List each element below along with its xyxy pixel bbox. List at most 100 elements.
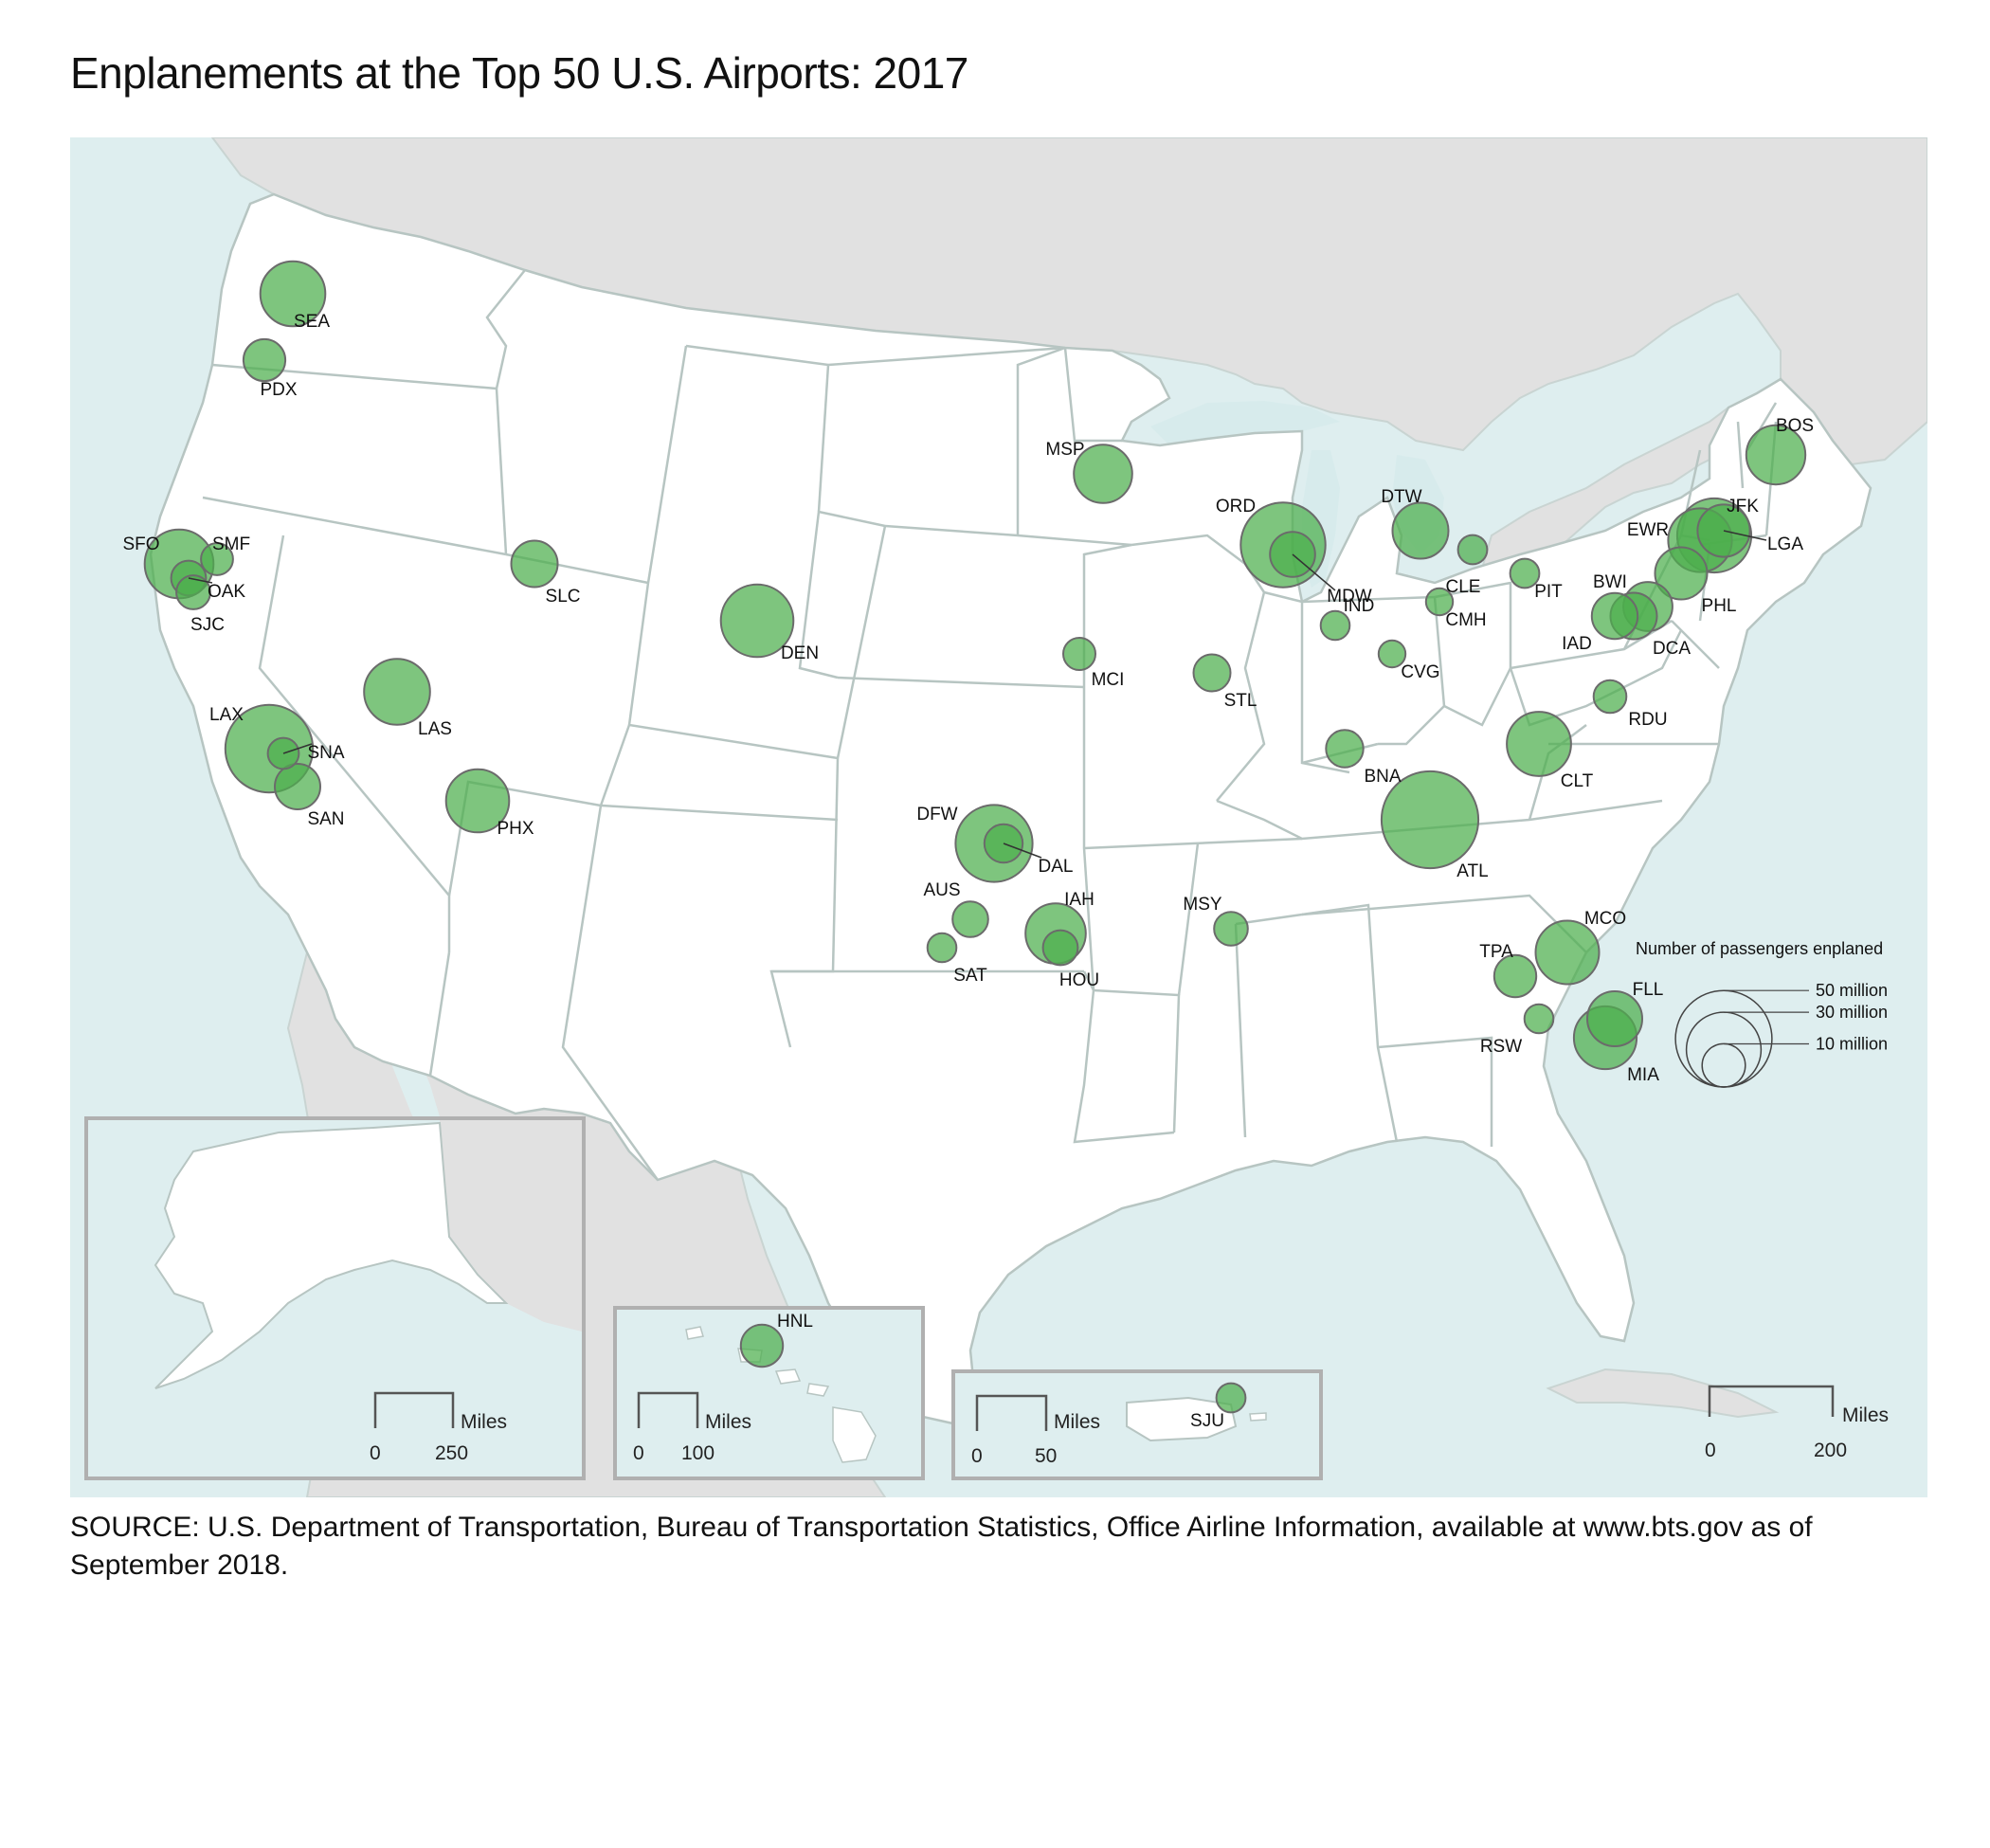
airport-bubble-cle[interactable] xyxy=(1456,534,1489,566)
legend-title: Number of passengers enplaned xyxy=(1636,939,1883,958)
legend-label-30: 30 million xyxy=(1816,1003,1888,1022)
airport-bubble-slc[interactable] xyxy=(510,539,559,589)
airport-bubble-sat[interactable] xyxy=(926,932,958,964)
airport-label-smf: SMF xyxy=(212,534,250,554)
airport-bubble-den[interactable] xyxy=(719,583,795,659)
scale-alaska-tick-1: 250 xyxy=(435,1442,468,1464)
airport-label-phx: PHX xyxy=(497,819,534,839)
airport-label-bna: BNA xyxy=(1364,767,1401,787)
airport-bubble-aus[interactable] xyxy=(951,900,989,938)
airport-bubble-mci[interactable] xyxy=(1062,637,1096,671)
airport-label-bwi: BWI xyxy=(1593,572,1627,592)
airport-bubble-pdx[interactable] xyxy=(242,337,287,383)
airport-label-lax: LAX xyxy=(209,705,244,725)
airport-bubble-hnl[interactable] xyxy=(739,1323,785,1368)
scale-main-unit: Miles xyxy=(1842,1404,1889,1426)
airport-bubble-pit[interactable] xyxy=(1509,557,1541,589)
airport-bubble-smf[interactable] xyxy=(200,542,234,576)
scale-bar-hawaii xyxy=(637,1391,699,1428)
airport-label-dca: DCA xyxy=(1653,639,1691,659)
airport-label-oak: OAK xyxy=(208,582,245,602)
airport-bubble-bna[interactable] xyxy=(1325,729,1365,769)
airport-label-sfo: SFO xyxy=(122,534,159,554)
airport-label-pit: PIT xyxy=(1534,582,1563,602)
airport-label-msy: MSY xyxy=(1183,895,1222,915)
airport-bubble-rdu[interactable] xyxy=(1592,679,1628,715)
airport-label-ord: ORD xyxy=(1216,497,1256,516)
airport-label-sna: SNA xyxy=(307,743,344,763)
legend-label-50: 50 million xyxy=(1816,981,1888,1000)
airport-label-mco: MCO xyxy=(1584,909,1626,929)
airport-bubble-las[interactable] xyxy=(363,658,431,726)
airport-bubble-atl[interactable] xyxy=(1380,770,1480,870)
source-note: SOURCE: U.S. Department of Transportatio… xyxy=(70,1512,1813,1581)
airport-label-aus: AUS xyxy=(923,880,960,900)
state-borders xyxy=(202,269,1778,1181)
airport-label-hnl: HNL xyxy=(777,1312,813,1332)
inset-puerto-rico xyxy=(951,1369,1323,1480)
airport-leader-lines xyxy=(188,530,1767,859)
airport-label-mia: MIA xyxy=(1627,1065,1659,1085)
leader-line-oak xyxy=(188,577,213,584)
airport-bubble-msp[interactable] xyxy=(1073,444,1133,504)
cuba-land xyxy=(1546,1368,1780,1419)
airport-bubble-fll[interactable] xyxy=(1586,990,1643,1047)
airport-bubble-hou[interactable] xyxy=(1041,929,1079,967)
airport-bubble-rsw[interactable] xyxy=(1523,1003,1555,1035)
leader-line-mdw xyxy=(1292,553,1336,591)
airport-bubble-sjc[interactable] xyxy=(175,574,211,610)
leader-line-lga xyxy=(1723,530,1767,541)
legend: Number of passengers enplaned 50 million… xyxy=(1636,939,1888,1088)
lake-superior xyxy=(1150,401,1340,445)
airport-label-tpa: TPA xyxy=(1479,942,1513,962)
airport-bubble-cvg[interactable] xyxy=(1377,639,1407,669)
airport-label-iad: IAD xyxy=(1562,634,1592,654)
airport-label-sat: SAT xyxy=(953,966,987,986)
legend-label-10: 10 million xyxy=(1816,1034,1888,1053)
airport-label-jfk: JFK xyxy=(1727,497,1759,516)
scale-hawaii-unit: Miles xyxy=(705,1411,751,1433)
airport-bubble-clt[interactable] xyxy=(1506,711,1572,777)
airport-label-cvg: CVG xyxy=(1401,662,1439,682)
scale-main-tick-1: 200 xyxy=(1814,1440,1847,1461)
airport-label-phl: PHL xyxy=(1702,596,1737,616)
airport-label-sea: SEA xyxy=(294,312,330,332)
scale-hawaii-tick-1: 100 xyxy=(681,1442,715,1464)
airport-label-stl: STL xyxy=(1224,691,1257,711)
inset-alaska xyxy=(84,1116,586,1480)
scale-main-tick-0: 0 xyxy=(1705,1440,1716,1461)
airport-label-slc: SLC xyxy=(546,587,581,607)
airport-bubble-iad[interactable] xyxy=(1590,591,1639,641)
scale-bar-puerto-rico xyxy=(975,1394,1048,1431)
airport-label-mdw: MDW xyxy=(1327,587,1372,607)
airport-label-las: LAS xyxy=(418,719,452,739)
airport-bubble-dtw[interactable] xyxy=(1391,501,1450,560)
airport-label-den: DEN xyxy=(781,643,819,663)
airport-label-clt: CLT xyxy=(1561,771,1594,791)
scale-bar-alaska xyxy=(373,1391,455,1428)
airport-bubble-stl[interactable] xyxy=(1192,653,1232,693)
airport-bubble-mco[interactable] xyxy=(1534,919,1601,986)
airport-bubble-cmh[interactable] xyxy=(1424,587,1455,617)
airport-bubble-phx[interactable] xyxy=(444,768,511,834)
scale-alaska-tick-0: 0 xyxy=(370,1442,381,1464)
map-container: Miles 0 200 Miles 0 250 Miles 0 100 Mile… xyxy=(70,136,1928,1498)
airport-bubble-msy[interactable] xyxy=(1213,911,1249,947)
airport-label-msp: MSP xyxy=(1045,440,1084,460)
airport-label-san: SAN xyxy=(307,809,344,829)
airport-bubble-ind[interactable] xyxy=(1319,609,1351,642)
scale-hawaii-tick-0: 0 xyxy=(633,1442,644,1464)
airport-bubble-sju[interactable] xyxy=(1215,1382,1247,1414)
airport-bubble-bos[interactable] xyxy=(1745,424,1807,486)
airport-bubble-phl[interactable] xyxy=(1654,546,1709,601)
airport-bubble-tpa[interactable] xyxy=(1492,953,1538,999)
airport-bubbles xyxy=(143,260,1807,1414)
airport-bubble-san[interactable] xyxy=(274,763,321,810)
airport-label-hou: HOU xyxy=(1059,970,1099,990)
airport-label-rsw: RSW xyxy=(1480,1037,1522,1057)
airport-label-pdx: PDX xyxy=(260,380,297,400)
airport-label-lga: LGA xyxy=(1767,534,1803,554)
airport-bubble-sea[interactable] xyxy=(259,260,327,328)
leader-line-sna xyxy=(282,743,313,754)
airport-label-dtw: DTW xyxy=(1381,487,1421,507)
